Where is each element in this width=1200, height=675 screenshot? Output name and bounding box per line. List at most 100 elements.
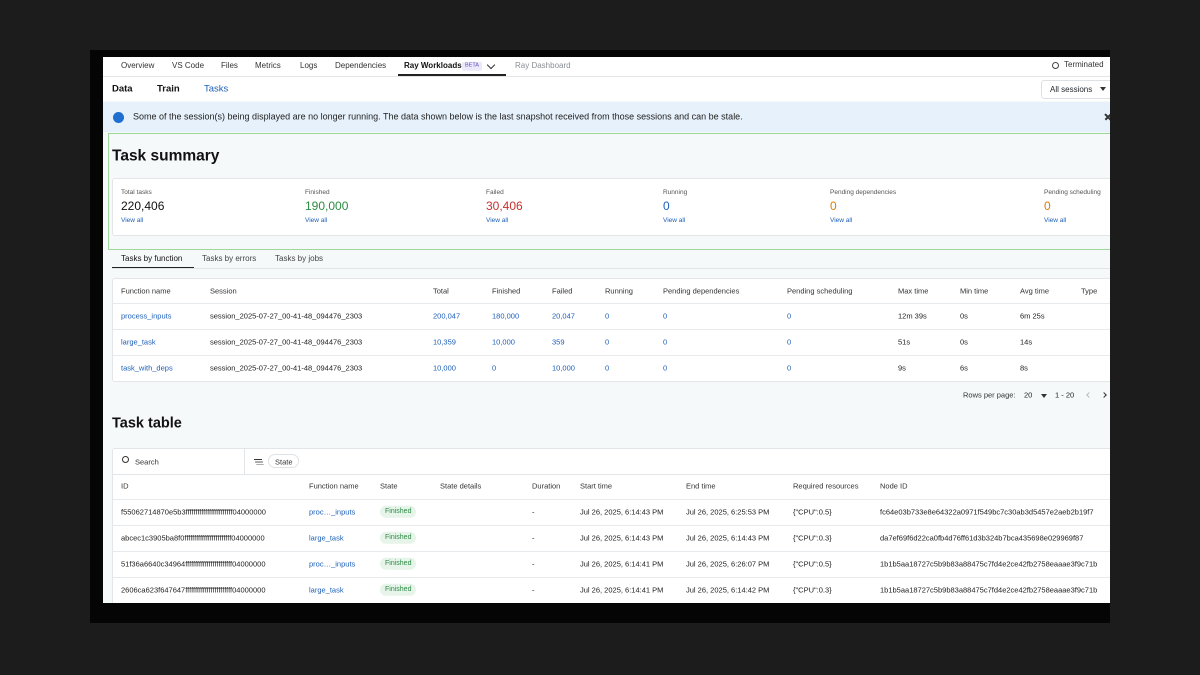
stat-label: Running [663, 189, 688, 197]
stat-value: 0 [1044, 198, 1051, 213]
table-cell: abcec1c3905ba8f0ffffffffffffffffffffffff… [121, 533, 265, 543]
workspace-content: Overview VS Code Files Metrics Logs Dependenc… [103, 57, 1110, 603]
top-tab[interactable]: Ray Dashboard [515, 61, 571, 71]
top-tab[interactable]: Ray Workloads [404, 61, 462, 71]
table-cell: - [532, 533, 535, 543]
table-cell: 359 [552, 337, 565, 347]
search: Search [135, 457, 159, 466]
dropdown-arrow [1041, 394, 1047, 398]
table-cell: {"CPU":0.3} [793, 533, 832, 543]
search-icon [122, 456, 129, 463]
task-table-title: Task table [112, 415, 182, 432]
stat-link[interactable]: View all [305, 217, 328, 225]
table-cell: da7ef69f6d22ca0fb4d76ff61d3b324b7bca4356… [880, 533, 1084, 543]
column-header: Max time [898, 286, 929, 296]
table-cell: {"CPU":0.3} [793, 585, 832, 595]
stat-link[interactable]: View all [663, 217, 686, 225]
stat-label: Pending scheduling [1044, 189, 1101, 197]
column-header: Finished [492, 286, 521, 296]
table-cell: 180,000 [492, 311, 520, 321]
table-cell: Jul 26, 2025, 6:14:41 PM [580, 559, 664, 569]
state-chip: Finished [380, 505, 417, 519]
stat-label: Failed [486, 189, 504, 197]
table-cell: 10,359 [433, 337, 456, 347]
state-chip: Finished [380, 583, 417, 597]
table-cell: f55062714870e5b3ffffffffffffffffffffffff… [121, 507, 266, 517]
table-cell: 12m 39s [898, 311, 927, 321]
column-header: Pending dependencies [663, 286, 740, 296]
table-cell: 2606ca623f647647ffffffffffffffffffffffff… [121, 585, 266, 595]
sub-tab[interactable]: Train [157, 83, 180, 95]
table-cell: 6m 25s [1020, 311, 1045, 321]
session-dropdown[interactable] [1041, 80, 1110, 99]
next-page[interactable] [1101, 392, 1107, 398]
column-header: Pending scheduling [787, 286, 853, 296]
summary-tab[interactable]: Tasks by errors [202, 254, 257, 264]
stat-label: Total tasks [121, 189, 152, 197]
summary-tab[interactable]: Tasks by jobs [275, 254, 324, 264]
stat-value: 0 [830, 198, 837, 213]
table-cell: 0 [605, 311, 610, 321]
top-tab[interactable]: Metrics [255, 61, 281, 71]
column-header: Failed [552, 286, 573, 296]
top-tab[interactable]: Dependencies [335, 61, 387, 71]
rows-per-page[interactable]: 20 [1024, 390, 1033, 400]
session-filter: All sessions [1050, 84, 1093, 94]
stat-link[interactable]: View all [486, 217, 509, 225]
column-header: Function name [121, 286, 171, 296]
summary-tab[interactable]: Tasks by function [121, 254, 183, 264]
top-tab[interactable]: VS Code [172, 61, 205, 71]
sub-bar [103, 77, 1110, 101]
stat-label: Pending dependencies [830, 189, 897, 197]
table-cell: Jul 26, 2025, 6:14:42 PM [686, 585, 770, 595]
search-box[interactable] [112, 448, 245, 474]
table-cell[interactable]: large_task [309, 533, 344, 543]
stat-label: Finished [305, 189, 330, 197]
table-cell: Jul 26, 2025, 6:14:43 PM [686, 533, 770, 543]
row-divider [112, 577, 1110, 578]
table-cell: 0s [960, 311, 968, 321]
filter-chip[interactable] [268, 454, 299, 468]
column-header: ID [121, 481, 129, 491]
table-cell: 51f36a6640c34964ffffffffffffffffffffffff… [121, 559, 266, 569]
row-divider [112, 499, 1110, 500]
filter-icon [254, 459, 262, 461]
table-cell: - [532, 507, 535, 517]
table-cell: 1b1b5aa18727c5b9b83a88475c7fd4e2ce42fb27… [880, 585, 1098, 595]
table-cell: 10,000 [433, 363, 456, 373]
column-header: Session [210, 286, 237, 296]
table-cell: {"CPU":0.5} [793, 507, 832, 517]
stat-link[interactable]: View all [830, 217, 853, 225]
table-cell[interactable]: proc…_inputs [309, 559, 356, 569]
table-cell: Jul 26, 2025, 6:25:53 PM [686, 507, 770, 517]
table-cell[interactable]: large_task [309, 585, 344, 595]
top-tab[interactable]: Overview [121, 61, 155, 71]
column-header: End time [686, 481, 716, 491]
top-tab[interactable]: Logs [300, 61, 318, 71]
stat-value: 220,406 [121, 198, 165, 213]
column-header: Type [1081, 286, 1098, 296]
column-header: Avg time [1020, 286, 1050, 296]
sub-tab[interactable]: Tasks [204, 83, 229, 95]
column-header: State [380, 481, 398, 491]
table-cell: 10,000 [492, 337, 515, 347]
beta-badge: BETA [462, 61, 482, 71]
table-cell: 0 [787, 311, 792, 321]
column-header: Start time [580, 481, 613, 491]
stat-link[interactable]: View all [121, 217, 144, 225]
table-cell[interactable]: process_inputs [121, 311, 172, 321]
table-cell[interactable]: proc…_inputs [309, 507, 356, 517]
info-icon [113, 112, 124, 123]
row-divider [112, 551, 1110, 552]
table-cell: Jul 26, 2025, 6:26:07 PM [686, 559, 770, 569]
top-tab[interactable]: Files [221, 61, 238, 71]
table-cell: session_2025-07-27_00-41-48_094476_2303 [210, 311, 363, 321]
prev-page[interactable] [1086, 392, 1092, 398]
table-cell[interactable]: task_with_deps [121, 363, 173, 373]
summary-card [112, 178, 1110, 236]
stat-link[interactable]: View all [1044, 217, 1067, 225]
sub-tab[interactable]: Data [112, 83, 133, 95]
table-cell: 51s [898, 337, 911, 347]
table-cell: 0 [663, 311, 668, 321]
table-cell[interactable]: large_task [121, 337, 156, 347]
